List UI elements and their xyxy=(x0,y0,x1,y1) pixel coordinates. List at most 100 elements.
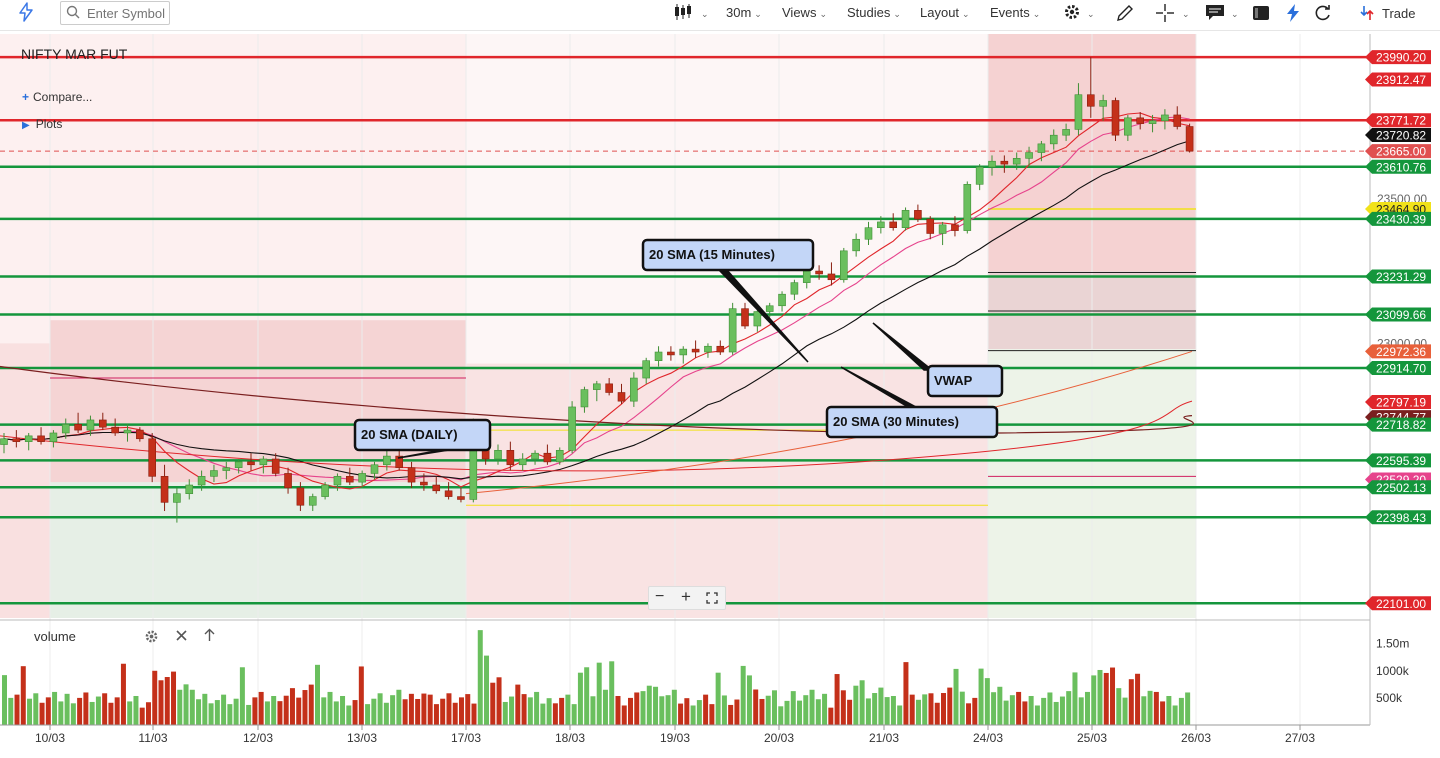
volume-bar xyxy=(415,698,421,725)
volume-bar xyxy=(565,694,571,725)
price-badge: 23990.20 xyxy=(1365,50,1431,65)
volume-bar xyxy=(164,677,170,725)
price-badge-label: 23990.20 xyxy=(1376,51,1426,65)
price-badge-bg xyxy=(1365,361,1431,376)
volume-bar xyxy=(45,697,51,725)
price-badge-label: 22972.36 xyxy=(1376,345,1426,359)
volume-bar xyxy=(809,689,815,725)
candlestick-icon[interactable] xyxy=(673,3,693,26)
candle-body xyxy=(679,348,688,356)
screen-icon[interactable] xyxy=(1252,5,1270,26)
candle-body xyxy=(111,426,119,434)
volume-bar xyxy=(684,698,690,725)
flash-icon[interactable] xyxy=(1284,3,1302,28)
candle-body xyxy=(704,345,712,353)
zoom-out-button[interactable]: − xyxy=(655,588,665,605)
x-tick-label: 10/03 xyxy=(35,731,65,745)
refresh-icon[interactable] xyxy=(1313,3,1333,28)
volume-bar xyxy=(746,675,752,725)
search-input[interactable] xyxy=(85,4,169,22)
volume-tick-label: 500k xyxy=(1376,691,1403,705)
layout-menu[interactable]: Layout ⌄ xyxy=(920,5,970,20)
views-menu[interactable]: Views ⌄ xyxy=(782,5,827,20)
volume-bar xyxy=(289,688,295,725)
volume-bar xyxy=(371,698,377,725)
volume-bar xyxy=(1147,690,1153,725)
plots-toggle[interactable]: ▶ Plots xyxy=(22,117,62,131)
volume-bar xyxy=(465,694,471,725)
compare-label: Compare... xyxy=(33,90,93,104)
volume-bar xyxy=(258,691,264,725)
candle-body xyxy=(555,450,564,463)
volume-bar xyxy=(984,678,990,725)
price-badge-bg xyxy=(1365,144,1431,159)
chart-area[interactable]: 10/03 11/03 12/03 13/03 17/03 18/03 19/03 20/03… xyxy=(0,30,1440,753)
candle-body xyxy=(123,429,132,434)
candle-body xyxy=(61,423,70,434)
arrow-up-icon[interactable] xyxy=(203,628,216,647)
volume-bar xyxy=(721,695,727,725)
volume-bar xyxy=(471,703,477,725)
pencil-icon[interactable] xyxy=(1115,3,1135,28)
volume-bar xyxy=(690,705,696,725)
volume-bar xyxy=(1128,679,1134,725)
close-icon[interactable] xyxy=(175,629,188,647)
price-badge: 22972.36 xyxy=(1365,344,1431,359)
events-menu[interactable]: Events ⌄ xyxy=(990,5,1041,20)
price-badge-bg xyxy=(1365,113,1431,128)
symbol-search[interactable] xyxy=(60,1,170,25)
volume-bar xyxy=(546,698,552,725)
chevron-down-icon[interactable]: ⌄ xyxy=(1231,9,1239,19)
gear-icon[interactable] xyxy=(1063,3,1081,26)
price-badge: 22595.39 xyxy=(1365,453,1431,468)
volume-bar xyxy=(1103,672,1109,725)
price-badge-label: 22502.13 xyxy=(1376,481,1426,495)
chat-icon[interactable] xyxy=(1205,4,1225,27)
annotation-label: 20 SMA (15 Minutes) xyxy=(649,247,775,262)
price-badge-label: 22797.19 xyxy=(1376,395,1426,409)
interval-selector[interactable]: 30m ⌄ xyxy=(726,5,762,20)
volume-bar xyxy=(77,697,83,725)
candle-body xyxy=(308,496,317,506)
candle-body xyxy=(642,360,651,379)
trade-button[interactable]: Trade xyxy=(1382,6,1416,21)
zoom-in-button[interactable]: + xyxy=(681,587,691,606)
trade-icon[interactable] xyxy=(1360,5,1374,26)
studies-menu[interactable]: Studies ⌄ xyxy=(847,5,901,20)
crosshair-icon[interactable] xyxy=(1155,3,1175,28)
volume-bar xyxy=(1034,705,1040,725)
volume-bar xyxy=(233,698,239,725)
volume-bar xyxy=(315,664,320,725)
volume-tick-label: 1.50m xyxy=(1376,637,1409,651)
price-badge-bg xyxy=(1365,510,1431,525)
volume-bar xyxy=(208,703,214,725)
symbol-title: NIFTY MAR FUT xyxy=(21,46,128,62)
price-badge-label: 23231.29 xyxy=(1376,270,1426,284)
chevron-down-icon[interactable]: ⌄ xyxy=(1087,9,1095,19)
volume-bar xyxy=(271,695,277,725)
chevron-down-icon[interactable]: ⌄ xyxy=(1182,9,1190,19)
volume-bar xyxy=(89,701,95,725)
price-badge-bg xyxy=(1365,480,1431,495)
volume-bar xyxy=(1116,688,1122,725)
gear-icon[interactable] xyxy=(144,629,159,649)
volume-bar xyxy=(358,666,364,725)
chevron-down-icon[interactable]: ⌄ xyxy=(701,9,709,19)
volume-bar xyxy=(1135,673,1141,725)
candle-body xyxy=(741,308,749,327)
price-badge: 22914.70 xyxy=(1365,361,1431,376)
volume-bar xyxy=(64,693,70,725)
volume-bar xyxy=(321,697,327,725)
volume-bar xyxy=(1059,696,1065,725)
volume-bar xyxy=(433,704,439,725)
volume-bar xyxy=(296,697,302,725)
candle-body xyxy=(160,476,169,503)
volume-bar xyxy=(490,682,496,725)
fullscreen-icon[interactable] xyxy=(706,591,718,609)
volume-bar xyxy=(2,675,7,725)
volume-bar xyxy=(653,686,659,725)
bolt-icon[interactable] xyxy=(16,2,36,27)
candlestick-chart[interactable]: 10/03 11/03 12/03 13/03 17/03 18/03 19/03 20/03… xyxy=(0,30,1440,753)
compare-link[interactable]: + Compare... xyxy=(22,90,92,104)
price-badge-label: 22595.39 xyxy=(1376,454,1426,468)
